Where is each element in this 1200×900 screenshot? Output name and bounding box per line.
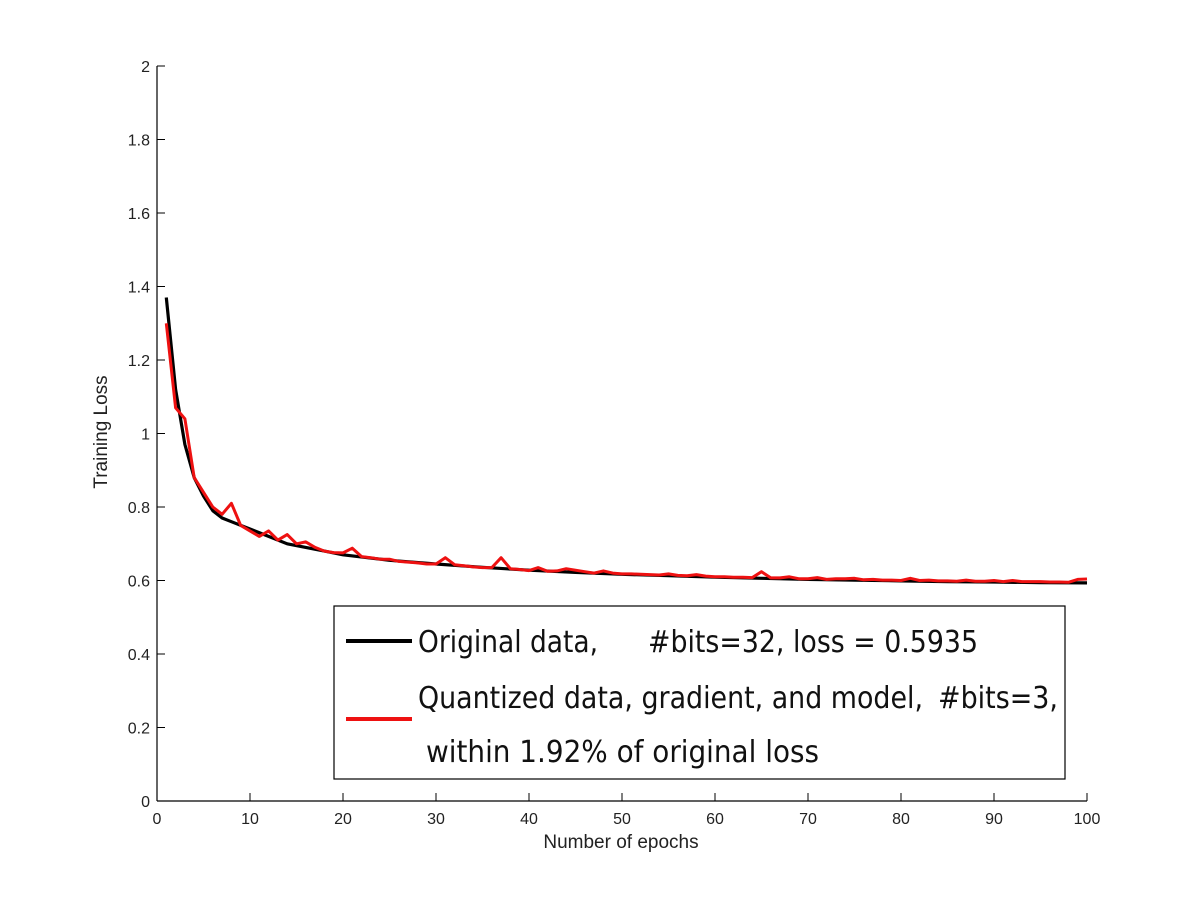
y-tick-label: 0.4: [128, 647, 150, 664]
y-tick-label: 1.8: [128, 133, 150, 150]
x-tick-label: 60: [706, 811, 724, 828]
x-axis-title: Number of epochs: [543, 832, 698, 853]
legend-box: [333, 605, 1066, 780]
x-tick-label: 90: [985, 811, 1003, 828]
x-tick-label: 70: [799, 811, 817, 828]
y-axis-title: Training Loss: [91, 375, 112, 488]
legend-label-quantized-line1: Quantized data, gradient, and model,: [418, 681, 923, 716]
y-tick-label: 2: [141, 59, 150, 76]
legend-label-original-bits: #bits=32, loss = 0.5935: [648, 625, 978, 660]
y-axis: 0 0.2 0.4 0.6 0.8 1 1.2 1.4 1.6 1.8 2: [128, 59, 165, 811]
legend-label-quantized-line2: within 1.92% of original loss: [426, 735, 819, 770]
x-tick-label: 10: [241, 811, 259, 828]
y-tick-label: 1: [141, 427, 150, 444]
plot-area: [164, 297, 1088, 585]
y-tick-label: 1.2: [128, 353, 150, 370]
y-tick-label: 1.4: [128, 280, 150, 297]
legend-label-original-name: Original data,: [418, 625, 598, 660]
y-tick-label: 1.6: [128, 206, 150, 223]
x-tick-label: 80: [892, 811, 910, 828]
legend-label-quantized-bits: #bits=3,: [938, 681, 1058, 716]
x-tick-label: 20: [334, 811, 352, 828]
y-tick-label: 0: [141, 794, 150, 811]
series-line-quantized: [164, 323, 1088, 584]
x-tick-label: 40: [520, 811, 538, 828]
x-tick-label: 30: [427, 811, 445, 828]
x-tick-label: 100: [1074, 811, 1101, 828]
legend: Original data, #bits=32, loss = 0.5935 Q…: [333, 605, 1066, 780]
y-tick-label: 0.8: [128, 500, 150, 517]
y-tick-label: 0.6: [128, 574, 150, 591]
x-tick-label: 50: [613, 811, 631, 828]
x-axis: 0 10 20 30 40 50 60 70 80 90 100: [153, 793, 1101, 828]
x-tick-label: 0: [153, 811, 162, 828]
y-tick-label: 0.2: [128, 721, 150, 738]
series-line-original: [164, 297, 1088, 585]
